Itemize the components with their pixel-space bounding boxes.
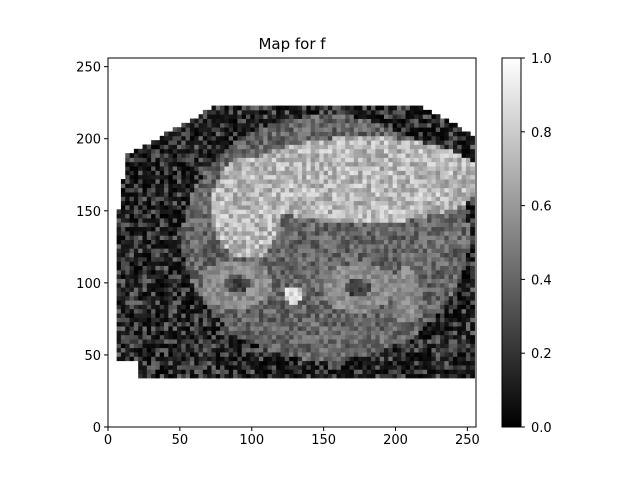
colorbar-tick-label: 0.4 [531, 273, 552, 288]
x-tick-label: 50 [172, 433, 189, 448]
y-tick-label: 100 [76, 277, 101, 292]
colorbar [501, 57, 522, 428]
y-tick-label: 250 [76, 61, 101, 76]
x-tick-label: 150 [311, 433, 336, 448]
colorbar-axis: 0.0 0.2 0.4 0.6 0.8 1.0 [521, 52, 552, 436]
y-tick-label: 150 [76, 205, 101, 220]
y-tick-label: 0 [93, 421, 101, 436]
colorbar-tick-label: 0.0 [531, 421, 552, 436]
x-tick-label: 100 [239, 433, 264, 448]
colorbar-tick-label: 1.0 [531, 52, 552, 67]
x-tick-label: 200 [383, 433, 408, 448]
mri-map-image [116, 105, 475, 379]
plot-frame [107, 57, 477, 428]
x-tick-label: 0 [104, 433, 112, 448]
y-tick-label: 200 [76, 133, 101, 148]
colorbar-tick-label: 0.2 [531, 347, 552, 362]
x-axis: 0 50 100 150 200 250 [104, 427, 480, 448]
chart-title: Map for f [258, 35, 326, 53]
colorbar-tick-label: 0.8 [531, 126, 552, 141]
y-tick-label: 50 [84, 349, 101, 364]
colorbar-tick-label: 0.6 [531, 200, 552, 215]
x-tick-label: 250 [455, 433, 480, 448]
y-axis: 0 50 100 150 200 250 [76, 61, 108, 436]
